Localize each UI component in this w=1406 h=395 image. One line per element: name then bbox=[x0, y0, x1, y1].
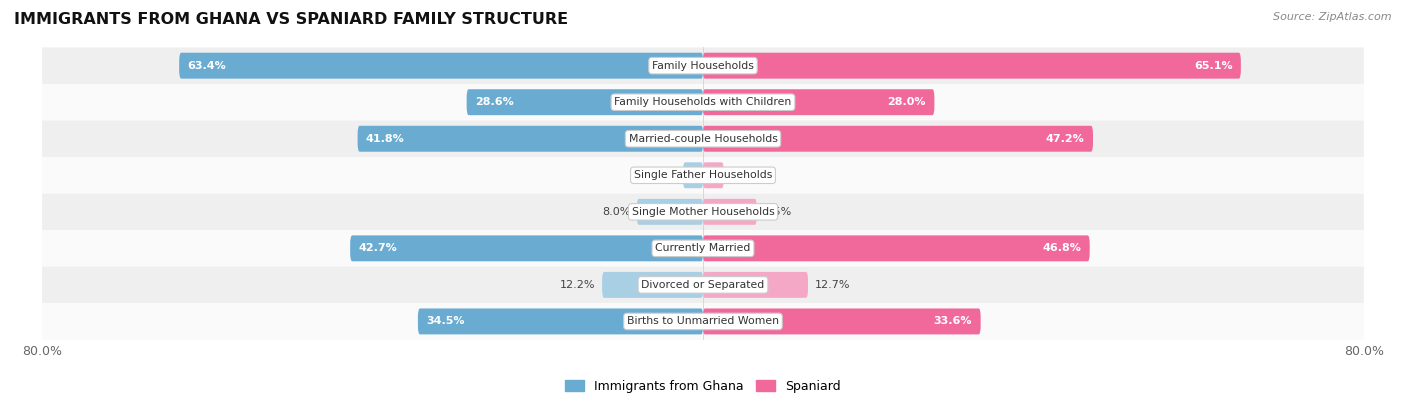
FancyBboxPatch shape bbox=[42, 194, 1364, 230]
FancyBboxPatch shape bbox=[703, 162, 724, 188]
Text: 47.2%: 47.2% bbox=[1046, 134, 1084, 144]
FancyBboxPatch shape bbox=[357, 126, 703, 152]
Text: Married-couple Households: Married-couple Households bbox=[628, 134, 778, 144]
Text: 12.7%: 12.7% bbox=[814, 280, 851, 290]
Text: 28.0%: 28.0% bbox=[887, 97, 927, 107]
Legend: Immigrants from Ghana, Spaniard: Immigrants from Ghana, Spaniard bbox=[561, 375, 845, 395]
Text: 41.8%: 41.8% bbox=[366, 134, 405, 144]
FancyBboxPatch shape bbox=[703, 53, 1241, 79]
FancyBboxPatch shape bbox=[467, 89, 703, 115]
FancyBboxPatch shape bbox=[42, 47, 1364, 84]
Text: Currently Married: Currently Married bbox=[655, 243, 751, 253]
FancyBboxPatch shape bbox=[42, 84, 1364, 120]
FancyBboxPatch shape bbox=[683, 162, 703, 188]
Text: Single Mother Households: Single Mother Households bbox=[631, 207, 775, 217]
Text: 34.5%: 34.5% bbox=[426, 316, 465, 326]
Text: 42.7%: 42.7% bbox=[359, 243, 398, 253]
Text: 28.6%: 28.6% bbox=[475, 97, 513, 107]
Text: 2.5%: 2.5% bbox=[730, 170, 759, 180]
FancyBboxPatch shape bbox=[703, 272, 808, 298]
FancyBboxPatch shape bbox=[42, 303, 1364, 340]
FancyBboxPatch shape bbox=[179, 53, 703, 79]
FancyBboxPatch shape bbox=[703, 308, 980, 335]
FancyBboxPatch shape bbox=[42, 120, 1364, 157]
Text: Births to Unmarried Women: Births to Unmarried Women bbox=[627, 316, 779, 326]
FancyBboxPatch shape bbox=[703, 89, 935, 115]
FancyBboxPatch shape bbox=[418, 308, 703, 335]
Text: 63.4%: 63.4% bbox=[187, 61, 226, 71]
FancyBboxPatch shape bbox=[602, 272, 703, 298]
FancyBboxPatch shape bbox=[703, 235, 1090, 261]
FancyBboxPatch shape bbox=[42, 157, 1364, 194]
FancyBboxPatch shape bbox=[42, 267, 1364, 303]
Text: Family Households with Children: Family Households with Children bbox=[614, 97, 792, 107]
Text: Single Father Households: Single Father Households bbox=[634, 170, 772, 180]
Text: 8.0%: 8.0% bbox=[602, 207, 630, 217]
FancyBboxPatch shape bbox=[637, 199, 703, 225]
Text: 6.5%: 6.5% bbox=[763, 207, 792, 217]
FancyBboxPatch shape bbox=[42, 230, 1364, 267]
Text: 2.4%: 2.4% bbox=[648, 170, 676, 180]
Text: 65.1%: 65.1% bbox=[1194, 61, 1233, 71]
Text: Divorced or Separated: Divorced or Separated bbox=[641, 280, 765, 290]
Text: Source: ZipAtlas.com: Source: ZipAtlas.com bbox=[1274, 12, 1392, 22]
Text: 33.6%: 33.6% bbox=[934, 316, 973, 326]
FancyBboxPatch shape bbox=[350, 235, 703, 261]
FancyBboxPatch shape bbox=[703, 126, 1092, 152]
Text: 12.2%: 12.2% bbox=[560, 280, 596, 290]
FancyBboxPatch shape bbox=[703, 199, 756, 225]
Text: Family Households: Family Households bbox=[652, 61, 754, 71]
Text: IMMIGRANTS FROM GHANA VS SPANIARD FAMILY STRUCTURE: IMMIGRANTS FROM GHANA VS SPANIARD FAMILY… bbox=[14, 12, 568, 27]
Text: 46.8%: 46.8% bbox=[1042, 243, 1081, 253]
